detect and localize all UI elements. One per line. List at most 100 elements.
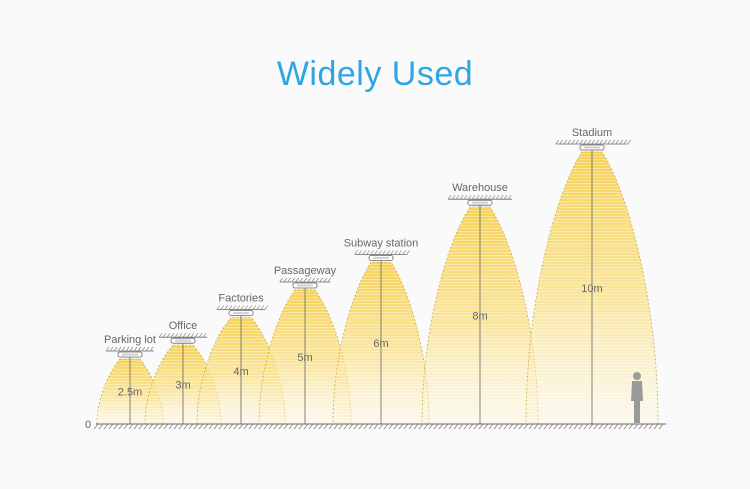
- ground-hatch: [503, 423, 509, 430]
- ground-hatch: [403, 423, 409, 430]
- ground-hatch: [308, 423, 314, 430]
- ground-hatch: [558, 423, 564, 430]
- height-label-parking-lot: 2.5m: [118, 387, 142, 399]
- ceiling-hatch: [579, 139, 583, 145]
- ceiling-hatch: [483, 194, 488, 200]
- ceiling-hatch: [479, 194, 484, 200]
- ground-hatch: [378, 423, 384, 430]
- ceiling-hatch: [186, 332, 191, 338]
- ground-hatch: [163, 423, 169, 430]
- ceiling-hatch: [315, 277, 319, 283]
- ground-hatch: [648, 423, 654, 430]
- ground-hatch: [633, 423, 639, 430]
- ground-hatch: [628, 423, 634, 430]
- ceiling-hatch: [499, 194, 504, 200]
- ground-hatch: [438, 423, 444, 430]
- ground-hatch: [448, 423, 454, 430]
- ceiling-hatch: [105, 346, 110, 352]
- ground-hatch: [518, 423, 524, 430]
- height-label-passageway: 5m: [297, 352, 312, 364]
- ceiling-hatch: [228, 305, 233, 310]
- ceiling-hatch: [467, 194, 472, 200]
- ceiling-hatch: [627, 139, 631, 145]
- ground-hatch: [608, 423, 614, 430]
- ground-hatch: [373, 423, 379, 430]
- ground-hatch: [453, 423, 459, 430]
- ground-hatch: [588, 423, 594, 430]
- ceiling-hatch: [149, 346, 154, 352]
- ceiling-hatch: [240, 305, 245, 310]
- ground-hatch: [333, 423, 339, 430]
- ground-hatch: [553, 423, 559, 430]
- ground-hatch: [228, 423, 234, 430]
- ground-hatch: [288, 423, 294, 430]
- light-fixture-lens: [175, 339, 191, 342]
- ceiling-hatch: [109, 346, 114, 352]
- ceiling-hatch: [358, 250, 362, 255]
- ceiling-hatch: [619, 139, 623, 145]
- ground-hatch: [398, 423, 404, 430]
- ceiling-hatch: [117, 346, 122, 352]
- ceiling-hatch: [133, 346, 138, 352]
- ceiling-hatch: [178, 332, 183, 338]
- ground-hatch: [583, 423, 589, 430]
- ceiling-hatch: [291, 277, 295, 283]
- ceiling-hatch: [390, 250, 394, 255]
- ground-hatch: [258, 423, 264, 430]
- person-head: [633, 372, 641, 380]
- ceiling-hatch: [362, 250, 366, 255]
- ceiling-hatch: [287, 277, 291, 283]
- ceiling-hatch: [591, 139, 595, 145]
- ground-hatch: [98, 423, 104, 430]
- ground-hatch: [508, 423, 514, 430]
- ceiling-hatch: [406, 250, 410, 255]
- ground-hatch: [488, 423, 494, 430]
- ceiling-hatch: [386, 250, 390, 255]
- light-fixture-lens: [233, 312, 249, 315]
- ceiling-hatch: [599, 139, 603, 145]
- ceiling-hatch: [378, 250, 382, 255]
- ceiling-hatch: [220, 305, 225, 310]
- ground-hatch: [238, 423, 244, 430]
- ground-hatch: [423, 423, 429, 430]
- ground-hatch: [348, 423, 354, 430]
- ground-hatch: [603, 423, 609, 430]
- ceiling-hatch: [307, 277, 311, 283]
- ceiling-hatch: [256, 305, 261, 310]
- ground-hatch: [613, 423, 619, 430]
- ceiling-hatch: [487, 194, 492, 200]
- ceiling-hatch: [370, 250, 374, 255]
- ground-hatch: [538, 423, 544, 430]
- ground-hatch: [283, 423, 289, 430]
- light-fixture-lens: [584, 146, 600, 149]
- ceiling-hatch: [567, 139, 571, 145]
- ceiling-hatch: [202, 332, 207, 338]
- ground-hatch: [623, 423, 629, 430]
- ceiling-hatch: [303, 277, 307, 283]
- ground-hatch: [148, 423, 154, 430]
- ground-hatch: [533, 423, 539, 430]
- ceiling-hatch: [583, 139, 587, 145]
- ceiling-hatch: [623, 139, 627, 145]
- ground-hatch: [183, 423, 189, 430]
- ground-hatch: [598, 423, 604, 430]
- ground-hatch: [498, 423, 504, 430]
- ground-hatch: [358, 423, 364, 430]
- ceiling-hatch: [471, 194, 476, 200]
- ground-hatch: [433, 423, 439, 430]
- ceiling-hatch: [224, 305, 229, 310]
- ceiling-hatch: [402, 250, 406, 255]
- ground-hatch: [123, 423, 129, 430]
- ceiling-hatch: [603, 139, 607, 145]
- ground-hatch: [638, 423, 644, 430]
- ground-hatch: [643, 423, 649, 430]
- ceiling-hatch: [595, 139, 599, 145]
- ground-hatch: [278, 423, 284, 430]
- ground-hatch: [573, 423, 579, 430]
- ground-hatch: [178, 423, 184, 430]
- ground-hatch: [193, 423, 199, 430]
- ceiling-hatch: [559, 139, 563, 145]
- ceiling-hatch: [495, 194, 500, 200]
- ground-hatch: [168, 423, 174, 430]
